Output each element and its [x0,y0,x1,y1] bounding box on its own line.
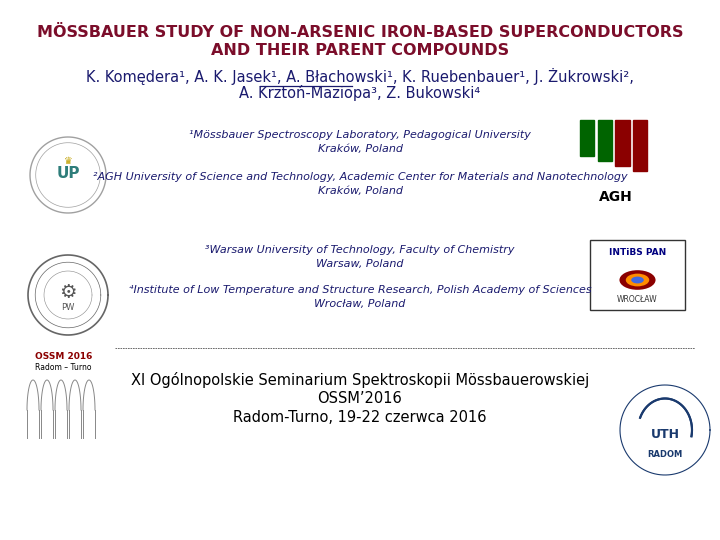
Bar [598,120,612,161]
Text: WROCŁAW: WROCŁAW [617,295,658,304]
Text: OSSM’2016: OSSM’2016 [318,391,402,406]
Text: Radom-Turno, 19-22 czerwca 2016: Radom-Turno, 19-22 czerwca 2016 [233,410,487,425]
Text: K. Komędera¹, A. K. Jasek¹, A. Błachowski¹, K. Ruebenbauer¹, J. Żukrowski²,: K. Komędera¹, A. K. Jasek¹, A. Błachowsk… [86,68,634,85]
Text: Warsaw, Poland: Warsaw, Poland [316,259,404,269]
Text: Kraków, Poland: Kraków, Poland [318,144,402,154]
Bar [590,240,685,310]
Text: Kraków, Poland: Kraków, Poland [318,186,402,196]
Ellipse shape [626,274,649,286]
Text: INTiBS PAN: INTiBS PAN [609,248,666,257]
Ellipse shape [619,270,655,290]
Text: PW: PW [61,302,75,312]
Text: RADOM: RADOM [647,450,683,459]
Text: Wrocław, Poland: Wrocław, Poland [315,299,405,309]
Text: XI Ogólnopolskie Seminarium Spektroskopii Mössbauerowskiej: XI Ogólnopolskie Seminarium Spektroskopi… [131,372,589,388]
Text: UP: UP [56,165,80,180]
Text: ¹Mössbauer Spectroscopy Laboratory, Pedagogical University: ¹Mössbauer Spectroscopy Laboratory, Peda… [189,130,531,140]
Text: Radom – Turno: Radom – Turno [35,363,91,372]
Text: ³Warsaw University of Technology, Faculty of Chemistry: ³Warsaw University of Technology, Facult… [205,245,515,255]
Bar [633,120,647,171]
Text: MÖSSBAUER STUDY OF NON-ARSENIC IRON-BASED SUPERCONDUCTORS: MÖSSBAUER STUDY OF NON-ARSENIC IRON-BASE… [37,25,683,40]
Bar [615,120,629,166]
Text: AGH: AGH [599,190,633,204]
Text: UTH: UTH [650,428,680,441]
Text: AND THEIR PARENT COMPOUNDS: AND THEIR PARENT COMPOUNDS [211,43,509,58]
Text: ♛: ♛ [63,156,73,166]
Text: ⚙: ⚙ [59,282,77,301]
Text: OSSM 2016: OSSM 2016 [35,352,92,361]
Text: A. Krztoń-Maziopa³, Z. Bukowski⁴: A. Krztoń-Maziopa³, Z. Bukowski⁴ [240,85,480,101]
Bar [580,120,595,156]
Text: ⁴Institute of Low Temperature and Structure Research, Polish Academy of Sciences: ⁴Institute of Low Temperature and Struct… [129,285,591,295]
Ellipse shape [631,276,644,284]
Text: ²AGH University of Science and Technology, Academic Center for Materials and Nan: ²AGH University of Science and Technolog… [93,172,627,182]
